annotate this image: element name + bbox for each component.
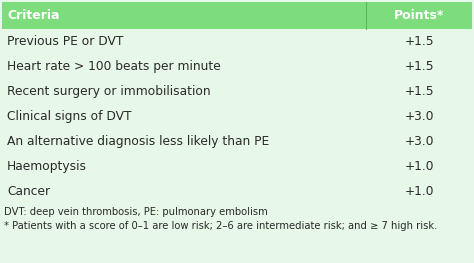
- Text: Recent surgery or immobilisation: Recent surgery or immobilisation: [7, 85, 210, 98]
- Text: Criteria: Criteria: [7, 9, 60, 22]
- Text: Points*: Points*: [394, 9, 444, 22]
- Text: +1.5: +1.5: [404, 85, 434, 98]
- Text: * Patients with a score of 0–1 are low risk; 2–6 are intermediate risk; and ≥ 7 : * Patients with a score of 0–1 are low r…: [4, 221, 438, 231]
- Text: Heart rate > 100 beats per minute: Heart rate > 100 beats per minute: [7, 60, 221, 73]
- Text: +3.0: +3.0: [404, 110, 434, 123]
- Text: DVT: deep vein thrombosis, PE: pulmonary embolism: DVT: deep vein thrombosis, PE: pulmonary…: [4, 207, 268, 217]
- Text: +1.5: +1.5: [404, 60, 434, 73]
- Text: +1.0: +1.0: [404, 185, 434, 198]
- Text: +1.5: +1.5: [404, 35, 434, 48]
- Text: Clinical signs of DVT: Clinical signs of DVT: [7, 110, 131, 123]
- Text: Haemoptysis: Haemoptysis: [7, 160, 87, 173]
- Bar: [2, 2, 472, 29]
- Text: +1.0: +1.0: [404, 160, 434, 173]
- Text: An alternative diagnosis less likely than PE: An alternative diagnosis less likely tha…: [7, 135, 269, 148]
- Text: Cancer: Cancer: [7, 185, 50, 198]
- Text: Previous PE or DVT: Previous PE or DVT: [7, 35, 123, 48]
- Text: +3.0: +3.0: [404, 135, 434, 148]
